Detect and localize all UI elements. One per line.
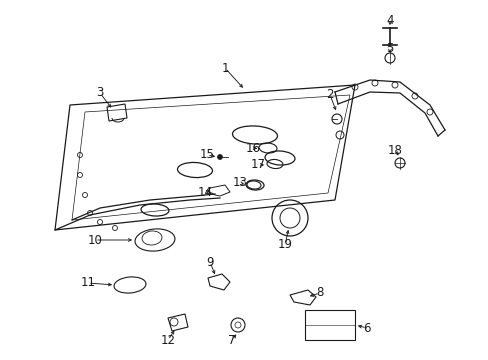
Text: 9: 9 — [206, 256, 213, 269]
Text: 12: 12 — [160, 333, 175, 346]
Text: 16: 16 — [245, 141, 260, 154]
Text: 4: 4 — [386, 13, 393, 27]
Text: 7: 7 — [228, 333, 235, 346]
Text: 13: 13 — [232, 176, 247, 189]
Circle shape — [217, 154, 222, 159]
Text: 5: 5 — [386, 41, 393, 54]
Text: 19: 19 — [277, 238, 292, 252]
Text: 18: 18 — [387, 144, 402, 157]
Text: 14: 14 — [197, 185, 212, 198]
Text: 17: 17 — [250, 158, 265, 171]
Text: 1: 1 — [221, 62, 228, 75]
Text: 15: 15 — [199, 148, 214, 162]
Text: 3: 3 — [96, 86, 103, 99]
Text: 11: 11 — [81, 276, 95, 289]
Text: 2: 2 — [325, 89, 333, 102]
Text: 6: 6 — [363, 321, 370, 334]
Text: 10: 10 — [87, 234, 102, 247]
Text: 8: 8 — [316, 287, 323, 300]
